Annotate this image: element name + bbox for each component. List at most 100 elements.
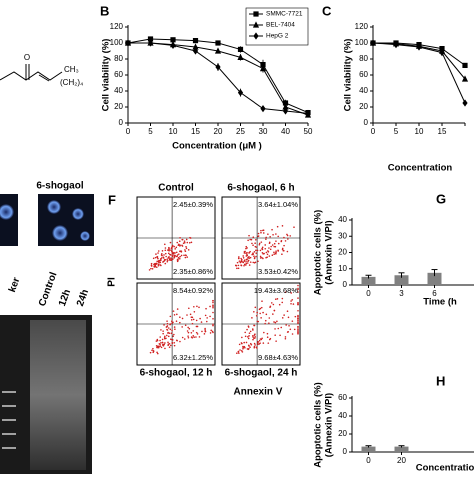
event-dot <box>249 346 251 348</box>
event-dot <box>246 253 248 256</box>
y-tick-label: 0 <box>343 447 348 456</box>
marker <box>393 41 399 49</box>
event-dot <box>169 258 171 261</box>
marker <box>170 37 176 43</box>
ladder <box>2 391 16 449</box>
event-dot <box>163 254 165 256</box>
event-dot <box>248 234 250 237</box>
event-dot <box>164 262 167 265</box>
event-dot <box>188 307 190 310</box>
flow-panels: 2.45±0.39% 2.35±0.86% Control 3.64±1.04% 3.5… <box>136 183 301 379</box>
event-dot <box>274 245 277 248</box>
event-dot <box>186 314 188 316</box>
event-dot <box>272 303 275 306</box>
event-dot <box>257 320 260 323</box>
event-dot <box>164 335 166 338</box>
event-dot <box>162 332 164 335</box>
event-dot <box>149 351 152 354</box>
axis-label: (Annexin V/PI) <box>324 393 335 457</box>
event-dot <box>179 340 181 343</box>
event-dot <box>166 326 168 328</box>
event-dot <box>171 255 174 258</box>
event-dot <box>170 332 173 335</box>
event-dot <box>291 333 294 335</box>
panel-label: F <box>108 192 116 207</box>
event-dot <box>153 265 155 268</box>
event-dot <box>262 232 265 234</box>
event-dot <box>255 255 257 258</box>
event-dot <box>193 336 195 338</box>
event-dot <box>293 226 295 228</box>
event-dot <box>238 257 240 260</box>
event-dot <box>277 235 280 238</box>
event-dot <box>165 255 167 258</box>
event-dot <box>175 320 178 322</box>
event-dot <box>184 324 187 327</box>
event-dot <box>187 326 189 329</box>
event-dot <box>190 331 193 334</box>
event-dot <box>247 326 250 328</box>
event-dot <box>292 303 295 305</box>
event-dot <box>253 261 256 264</box>
x-tick-label: 0 <box>126 127 131 136</box>
axis-label: Apoptotic cells (%) <box>313 210 324 296</box>
x-tick-label: 30 <box>259 127 268 136</box>
event-dot <box>262 342 265 344</box>
quadrant-value: 2.45±0.39% <box>173 200 213 209</box>
event-dot <box>262 311 264 314</box>
axis-label: (Annexin V/PI) <box>324 220 335 284</box>
event-dot <box>204 327 206 330</box>
event-dot <box>248 264 251 266</box>
y-tick-label: 40 <box>338 411 347 420</box>
event-dot <box>271 244 274 246</box>
quadrant-value: 6.32±1.25% <box>173 353 213 362</box>
event-dot <box>168 346 171 348</box>
event-dot <box>277 242 280 245</box>
event-dot <box>283 244 285 247</box>
y-tick-label: 120 <box>355 22 369 31</box>
event-dot <box>162 260 165 263</box>
event-dot <box>148 269 151 271</box>
event-dot <box>244 335 247 338</box>
marker <box>282 100 289 106</box>
flow-title: Control <box>158 183 194 194</box>
event-dot <box>269 337 272 340</box>
event-dot <box>248 252 250 254</box>
event-dot <box>274 252 277 255</box>
event-dot <box>183 240 186 242</box>
event-dot <box>257 260 259 263</box>
event-dot <box>162 257 165 259</box>
event-dot <box>181 326 183 328</box>
x-tick-label: 0 <box>366 289 371 298</box>
event-dot <box>156 262 158 265</box>
event-dot <box>152 350 155 353</box>
quadrant-value: 2.35±0.86% <box>173 267 213 276</box>
x-tick-label: 40 <box>281 127 290 136</box>
event-dot <box>179 255 181 258</box>
event-dot <box>160 257 162 260</box>
atom-label: O <box>24 53 30 62</box>
event-dot <box>275 250 277 252</box>
event-dot <box>244 346 246 349</box>
marker <box>215 40 221 46</box>
event-dot <box>166 259 169 262</box>
event-dot <box>247 337 250 340</box>
axis-label: Cell viability (%) <box>343 39 354 112</box>
y-tick-label: 20 <box>338 429 347 438</box>
marker <box>282 107 289 115</box>
event-dot <box>155 266 158 268</box>
event-dot <box>165 337 167 340</box>
event-dot <box>268 247 270 249</box>
marker <box>416 43 422 51</box>
image-title: 6-shogaol <box>36 181 83 192</box>
event-dot <box>187 249 190 251</box>
event-dot <box>176 255 178 258</box>
event-dot <box>155 253 157 255</box>
event-dot <box>252 244 254 247</box>
molecule <box>0 64 63 82</box>
y-tick-label: 100 <box>110 38 124 47</box>
event-dot <box>286 233 288 236</box>
event-dot <box>176 259 179 261</box>
event-dot <box>163 243 166 246</box>
event-dot <box>290 302 292 305</box>
